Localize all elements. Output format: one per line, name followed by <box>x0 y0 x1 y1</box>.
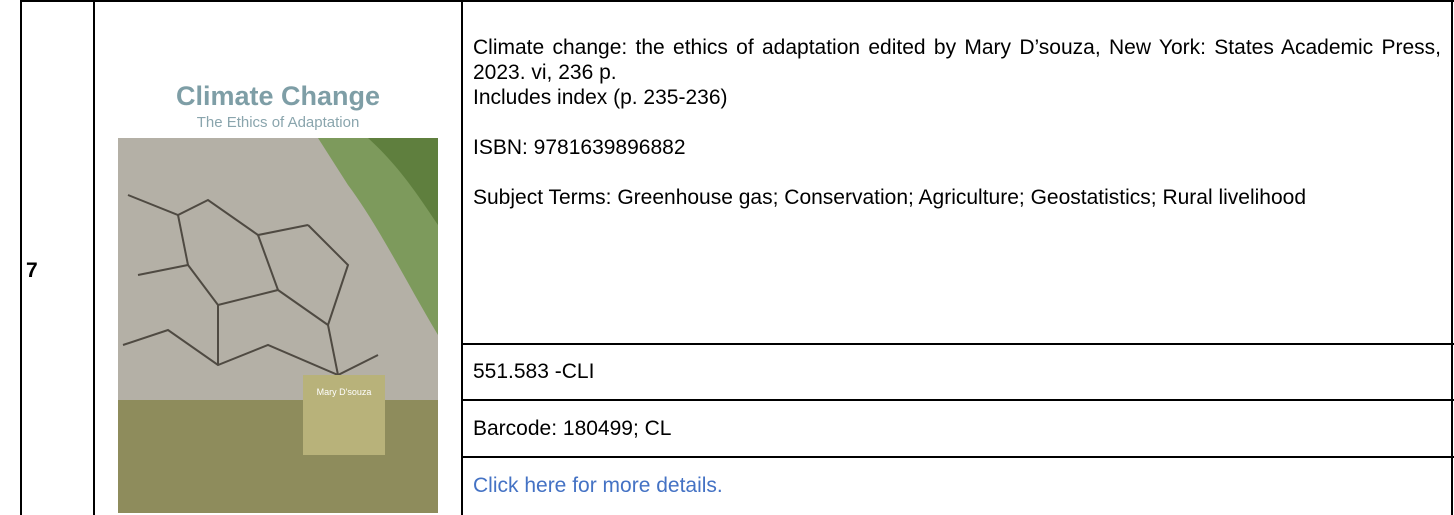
call-number: 551.583 -CLI <box>473 359 594 384</box>
cover-title: Climate Change <box>176 81 380 111</box>
description: Climate change: the ethics of adaptation… <box>473 35 1441 210</box>
border-col <box>461 0 463 515</box>
citation: Climate change: the ethics of adaptation… <box>473 35 1441 85</box>
cover-author: Mary D'souza <box>317 387 372 397</box>
page: 7 Climate Change The Ethics of Adaptatio… <box>0 0 1454 515</box>
row-border <box>461 399 1454 401</box>
row-border <box>461 456 1454 458</box>
border-left <box>20 0 22 515</box>
row-border <box>461 343 1454 345</box>
border-top <box>20 0 1454 2</box>
border-col <box>93 0 95 515</box>
barcode: Barcode: 180499; CL <box>473 416 671 441</box>
isbn: ISBN: 9781639896882 <box>473 135 1441 160</box>
cover-subtitle: The Ethics of Adaptation <box>197 114 360 131</box>
details-link[interactable]: Click here for more details. <box>473 474 723 497</box>
book-cover: Climate Change The Ethics of Adaptation … <box>118 75 438 513</box>
entry-number: 7 <box>26 258 38 283</box>
note: Includes index (p. 235-236) <box>473 85 1441 110</box>
subjects: Subject Terms: Greenhouse gas; Conservat… <box>473 185 1441 210</box>
border-right <box>1451 0 1453 515</box>
link-cell: Click here for more details. <box>473 473 723 498</box>
